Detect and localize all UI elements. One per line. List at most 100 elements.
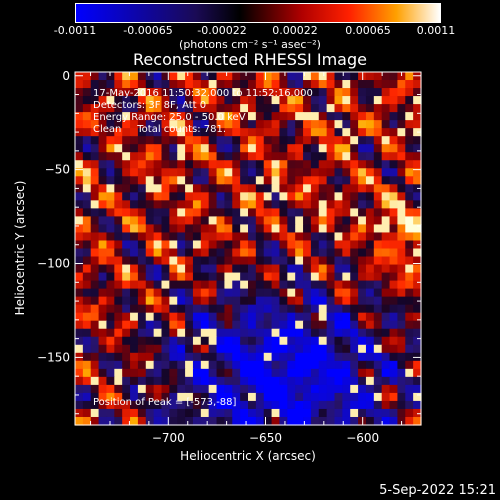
heatmap-cell xyxy=(216,408,226,418)
heatmap-cell xyxy=(208,416,218,426)
heatmap-cell xyxy=(216,80,226,89)
heatmap-cell xyxy=(248,152,257,161)
heatmap-cell xyxy=(248,288,257,298)
heatmap-cell xyxy=(137,96,147,105)
heatmap-cell xyxy=(405,248,414,258)
heatmap-cell xyxy=(318,160,328,169)
heatmap-cell xyxy=(145,384,155,394)
heatmap-cell xyxy=(263,296,273,306)
heatmap-cell xyxy=(318,136,328,145)
heatmap-cell xyxy=(358,320,367,330)
heatmap-cell xyxy=(287,240,296,250)
heatmap-cell xyxy=(310,392,320,402)
heatmap-cell xyxy=(169,72,178,81)
heatmap-cell xyxy=(303,376,312,386)
heatmap-cell xyxy=(153,400,163,410)
heatmap-cell xyxy=(98,336,108,346)
heatmap-cell xyxy=(192,120,202,129)
heatmap-cell xyxy=(114,272,123,282)
heatmap-cell xyxy=(208,288,218,298)
heatmap-cell xyxy=(200,184,210,193)
heatmap-cell xyxy=(75,416,84,426)
heatmap-cell xyxy=(90,136,100,145)
heatmap-cell xyxy=(216,152,226,161)
heatmap-cell xyxy=(161,408,170,418)
x-tick-label: −600 xyxy=(346,431,379,445)
heatmap-cell xyxy=(232,88,241,97)
heatmap-cell xyxy=(381,128,391,137)
heatmap-cell xyxy=(295,128,304,137)
heatmap-cell xyxy=(200,240,210,250)
heatmap-cell xyxy=(216,144,226,153)
heatmap-cell xyxy=(98,104,108,113)
heatmap-cell xyxy=(185,280,194,290)
heatmap-cell xyxy=(185,136,194,145)
heatmap-cell xyxy=(82,144,92,153)
heatmap-cell xyxy=(310,264,320,274)
heatmap-cell xyxy=(287,216,296,226)
heatmap-cell xyxy=(161,176,170,185)
heatmap-cell xyxy=(310,72,320,81)
heatmap-cell xyxy=(271,360,281,370)
heatmap-cell xyxy=(122,208,131,218)
heatmap-cell xyxy=(373,216,383,226)
heatmap-cell xyxy=(248,360,257,370)
heatmap-cell xyxy=(287,232,296,242)
heatmap-cell xyxy=(279,288,288,298)
heatmap-cell xyxy=(248,184,257,193)
heatmap-cell xyxy=(381,320,391,330)
y-tick-label: 0 xyxy=(62,69,70,83)
heatmap-cell xyxy=(318,80,328,89)
heatmap-cell xyxy=(161,360,170,370)
heatmap-cell xyxy=(405,408,414,418)
heatmap-cell xyxy=(397,160,406,169)
heatmap-cell xyxy=(240,392,249,402)
heatmap-cell xyxy=(185,288,194,298)
heatmap-cell xyxy=(192,128,202,137)
heatmap-cell xyxy=(114,408,123,418)
heatmap-cell xyxy=(381,240,391,250)
heatmap-cell xyxy=(295,88,304,97)
heatmap-cell xyxy=(365,408,375,418)
heatmap-cell xyxy=(106,368,115,378)
heatmap-cell xyxy=(161,352,170,362)
heatmap-cell xyxy=(373,384,383,394)
heatmap-cell xyxy=(216,104,226,113)
heatmap-cell xyxy=(350,264,359,274)
heatmap-cell xyxy=(224,304,233,314)
heatmap-cell xyxy=(295,248,304,258)
heatmap-cell xyxy=(208,168,218,177)
heatmap-cell xyxy=(365,168,375,177)
heatmap-cell xyxy=(365,176,375,185)
heatmap-cell xyxy=(106,312,115,322)
heatmap-cell xyxy=(75,256,84,266)
heatmap-cell xyxy=(365,416,375,426)
heatmap-cell xyxy=(153,168,163,177)
heatmap-cell xyxy=(318,216,328,226)
heatmap-cell xyxy=(177,224,186,234)
heatmap-cell xyxy=(350,128,359,137)
heatmap-cell xyxy=(295,232,304,242)
heatmap-cell xyxy=(75,296,84,306)
heatmap-cell xyxy=(373,288,383,298)
heatmap-cell xyxy=(232,72,241,81)
heatmap-cell xyxy=(216,384,226,394)
heatmap-cell xyxy=(153,128,163,137)
heatmap-cell xyxy=(326,304,336,314)
heatmap-cell xyxy=(185,376,194,386)
heatmap-cell xyxy=(82,176,92,185)
heatmap-cell xyxy=(224,344,233,354)
heatmap-cell xyxy=(216,120,226,129)
heatmap-cell xyxy=(75,168,84,177)
heatmap-cell xyxy=(263,72,273,81)
heatmap-cell xyxy=(114,288,123,298)
heatmap-cell xyxy=(177,184,186,193)
heatmap-cell xyxy=(350,200,359,209)
heatmap-cell xyxy=(130,352,139,362)
heatmap-cell xyxy=(295,320,304,330)
heatmap-cell xyxy=(413,160,422,169)
heatmap-cell xyxy=(240,256,249,266)
heatmap-cell xyxy=(255,112,265,121)
heatmap-cell xyxy=(130,240,139,250)
heatmap-cell xyxy=(381,88,391,97)
